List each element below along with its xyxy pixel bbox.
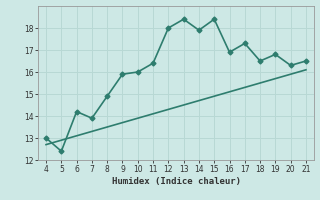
X-axis label: Humidex (Indice chaleur): Humidex (Indice chaleur) <box>111 177 241 186</box>
